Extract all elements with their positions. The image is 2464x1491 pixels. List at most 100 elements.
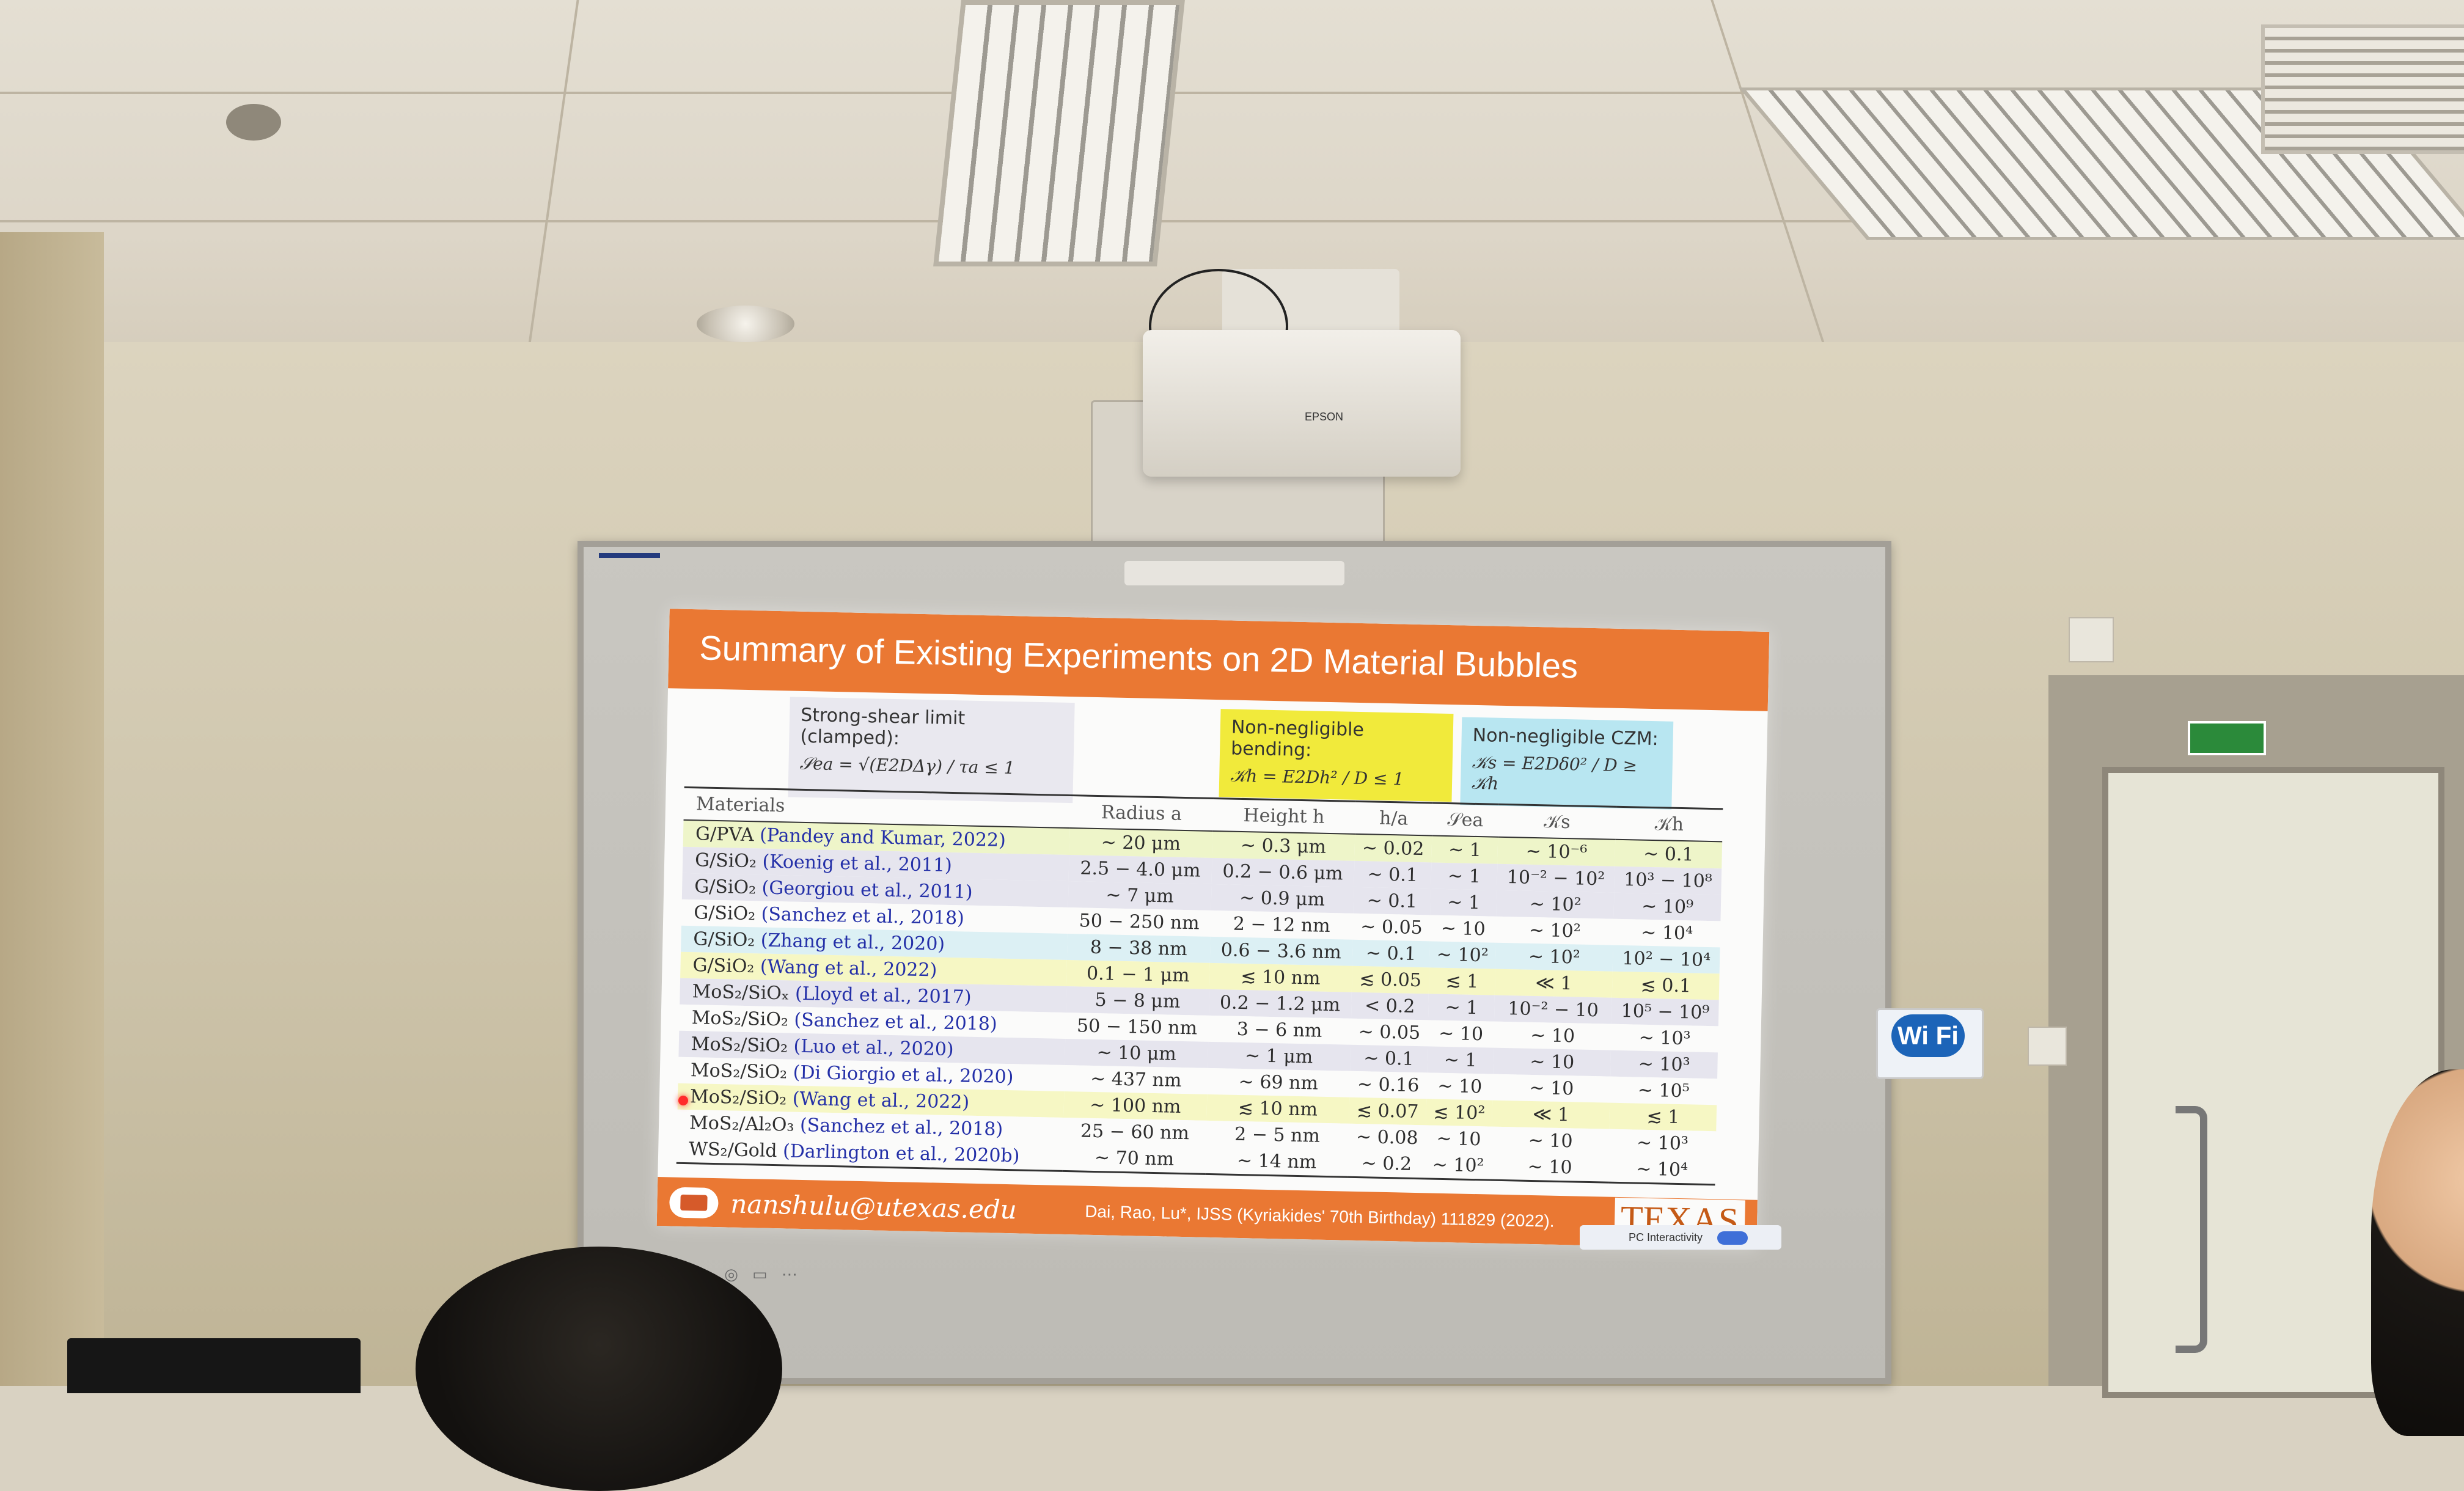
cell-ha: < 0.2 [1364, 995, 1415, 1017]
material-name: MoS₂/SiO₂ [689, 1086, 787, 1110]
experiments-table: Materials Radius a Height h h/a 𝒮ea 𝒦s 𝒦… [676, 786, 1723, 1185]
ceiling-vent [2261, 24, 2464, 154]
cell-radius: ∼ 70 nm [1063, 1143, 1206, 1174]
cell-ks: ∼ 10 [1529, 1077, 1574, 1100]
footer-email: nanshulu@utexas.edu [730, 1189, 1018, 1225]
projector [1143, 330, 1461, 477]
light-switch[interactable] [2028, 1027, 2067, 1066]
material-name: G/SiO₂ [693, 902, 756, 925]
cell-ha: ≲ 0.05 [1359, 969, 1422, 992]
czm-formula: 𝒦s = E2Dδ0² / D ≥ 𝒦h [1471, 752, 1638, 794]
cell-height: ∼ 0.3 μm [1240, 834, 1327, 858]
cell-height: ∼ 0.9 μm [1239, 887, 1326, 910]
cell-ha: ∼ 0.05 [1358, 1021, 1421, 1044]
exit-sign [2188, 721, 2266, 755]
cell-ha: ∼ 0.2 [1348, 1149, 1426, 1179]
wall-box [2069, 617, 2114, 662]
material-name: MoS₂/SiO₂ [691, 1007, 789, 1031]
material-name: G/SiO₂ [692, 954, 755, 978]
cell-kh: ∼ 10⁴ [1608, 1155, 1716, 1185]
laser-pointer-dot [678, 1096, 688, 1105]
cell-height: ∼ 14 nm [1205, 1146, 1349, 1178]
cell-ha: ∼ 0.1 [1365, 942, 1417, 965]
cell-sea: ∼ 10² [1425, 1151, 1492, 1181]
cell-ks: ∼ 10⁻⁶ [1525, 840, 1588, 863]
cell-sea: ≲ 10² [1433, 1101, 1486, 1124]
cell-ks: ≪ 1 [1532, 1104, 1570, 1126]
reference-link[interactable]: (Lloyd et al., 2017) [794, 983, 972, 1008]
cell-sea: ∼ 10 [1440, 917, 1486, 940]
col-header-ratio: h/a [1354, 801, 1433, 836]
cell-radius: 0.1 − 1 μm [1086, 962, 1190, 987]
bending-formula: 𝒦h = E2Dh² / D ≤ 1 [1230, 765, 1404, 789]
col-header-ks: 𝒦s [1498, 804, 1616, 840]
cell-kh: 10³ − 10⁸ [1623, 869, 1713, 893]
material-name: G/SiO₂ [694, 876, 757, 899]
wifi-logo: Wi Fi [1891, 1014, 1965, 1057]
cell-sea: ∼ 10 [1437, 1075, 1483, 1098]
reference-link[interactable]: (Wang et al., 2022) [792, 1088, 970, 1113]
pc-interactivity-toggle[interactable] [1717, 1231, 1748, 1245]
cell-radius: ∼ 437 nm [1090, 1068, 1182, 1091]
reference-link[interactable]: (Sanchez et al., 2018) [799, 1114, 1003, 1140]
col-header-radius: Radius a [1069, 795, 1213, 831]
cell-height: ∼ 1 μm [1244, 1045, 1313, 1068]
cell-sea: ∼ 10 [1438, 1022, 1484, 1046]
cell-ks: ∼ 10² [1529, 893, 1582, 916]
cell-ks: ∼ 10 [1528, 1129, 1573, 1152]
reference-link[interactable]: (Di Giorgio et al., 2020) [793, 1061, 1014, 1088]
email-icon [669, 1187, 719, 1219]
cell-height: 0.2 − 0.6 μm [1222, 860, 1343, 885]
cell-sea: ∼ 1 [1448, 839, 1482, 862]
cell-height: 0.6 − 3.6 nm [1220, 939, 1342, 964]
reference-link[interactable]: (Georgiou et al., 2011) [761, 877, 973, 903]
cell-ha: ∼ 0.02 [1362, 837, 1425, 860]
reference-link[interactable]: (Darlington et al., 2020b) [782, 1140, 1020, 1167]
ceiling-downlight [697, 306, 794, 342]
cell-radius: 50 − 150 nm [1076, 1015, 1198, 1039]
cell-radius: 50 − 250 nm [1079, 910, 1200, 934]
cell-sea: ∼ 10 [1436, 1127, 1481, 1151]
cell-kh: ∼ 10⁹ [1641, 895, 1694, 918]
cell-ha: ∼ 0.1 [1367, 863, 1418, 886]
cell-radius: ∼ 7 μm [1106, 884, 1175, 907]
door-handle[interactable] [2176, 1106, 2207, 1353]
cell-height: 2 − 12 nm [1233, 913, 1330, 937]
cell-sea: ≲ 1 [1445, 970, 1479, 993]
col-header-sea: 𝒮ea [1432, 802, 1499, 837]
ceiling-light [933, 0, 1185, 266]
cell-radius: ∼ 100 nm [1089, 1094, 1181, 1118]
cell-ks: 10⁻² − 10 [1508, 998, 1599, 1022]
cell-height: 0.2 − 1.2 μm [1219, 992, 1341, 1016]
cell-kh: ∼ 10⁴ [1640, 921, 1693, 945]
cell-sea: ∼ 1 [1447, 865, 1481, 888]
material-name: G/SiO₂ [694, 849, 757, 873]
shear-limit-formula: 𝒮ea = √(E2DΔγ) / τa ≤ 1 [799, 753, 1015, 778]
cell-radius: ∼ 20 μm [1101, 832, 1181, 855]
projector-logo: EPSON [1305, 411, 1344, 423]
bending-box: Non-negligible bending: 𝒦h = E2Dh² / D ≤… [1219, 709, 1454, 802]
cell-ks: ≪ 1 [1535, 972, 1572, 995]
pc-interactivity-bar[interactable]: PC Interactivity [1580, 1225, 1781, 1250]
cell-height: ≲ 10 nm [1240, 965, 1321, 989]
cell-sea: ∼ 1 [1443, 1049, 1477, 1072]
reference-link[interactable]: (Wang et al., 2022) [760, 956, 937, 981]
reference-link[interactable]: (Zhang et al., 2020) [760, 929, 945, 955]
reference-link[interactable]: (Luo et al., 2020) [793, 1035, 954, 1061]
reference-link[interactable]: (Sanchez et al., 2018) [761, 903, 965, 929]
cell-kh: ≲ 0.1 [1640, 974, 1692, 997]
reference-link[interactable]: (Pandey and Kumar, 2022) [759, 824, 1007, 851]
czm-title: Non-negligible CZM: [1472, 724, 1659, 750]
cell-sea: ∼ 10² [1436, 943, 1489, 967]
cell-ha: ∼ 0.08 [1355, 1126, 1418, 1149]
material-name: MoS₂/SiOₓ [692, 981, 790, 1005]
cell-ks: ∼ 10 [1491, 1152, 1609, 1183]
cell-ks: ∼ 10 [1529, 1050, 1575, 1074]
cell-ha: ∼ 0.1 [1363, 1047, 1415, 1070]
cell-radius: ∼ 10 μm [1096, 1042, 1177, 1065]
reference-link[interactable]: (Koenig et al., 2011) [762, 851, 953, 877]
cell-kh: ∼ 10³ [1638, 1053, 1690, 1076]
audience-head [416, 1247, 782, 1491]
reference-link[interactable]: (Sanchez et al., 2018) [794, 1009, 997, 1035]
cell-ha: ∼ 0.1 [1366, 890, 1418, 912]
